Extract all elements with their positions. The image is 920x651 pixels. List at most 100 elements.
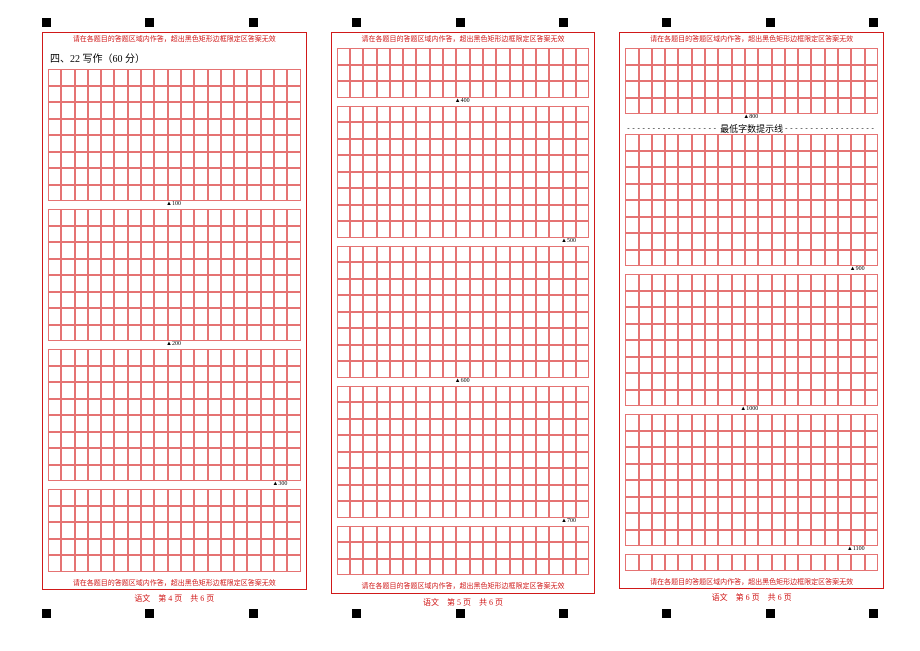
grid-row [337, 452, 590, 469]
grid-cell [825, 554, 838, 571]
grid-row [337, 48, 590, 65]
grid-row [48, 382, 301, 399]
grid-cell [114, 539, 127, 556]
grid-cell [745, 431, 758, 448]
reg-mark [869, 18, 878, 27]
grid-cell [758, 480, 771, 497]
grid-cell [363, 221, 376, 238]
grid-cell [416, 188, 429, 205]
grid-row [48, 465, 301, 482]
grid-cell [221, 366, 234, 383]
grid-cell [536, 48, 549, 65]
grid-cell [510, 205, 523, 222]
grid-cell [48, 399, 61, 416]
grid-cell [772, 373, 785, 390]
grid-cell [154, 185, 167, 202]
grid-cell [510, 435, 523, 452]
grid-cell [101, 185, 114, 202]
grid-cell [61, 539, 74, 556]
grid-cell [234, 448, 247, 465]
grid-cell [168, 86, 181, 103]
grid-cell [261, 69, 274, 86]
grid-cell [75, 168, 88, 185]
grid-cell [825, 48, 838, 65]
grid-cell [652, 390, 665, 407]
grid-cell [287, 489, 300, 506]
grid-cell [705, 250, 718, 267]
grid-cell [430, 386, 443, 403]
grid-cell [523, 345, 536, 362]
grid-row [337, 542, 590, 559]
grid-cell [563, 48, 576, 65]
grid-cell [61, 366, 74, 383]
grid-cell [416, 435, 429, 452]
grid-cell [261, 185, 274, 202]
grid-cell [652, 274, 665, 291]
grid-cell [851, 200, 864, 217]
grid-cell [785, 217, 798, 234]
grid-cell [194, 506, 207, 523]
grid-row [48, 448, 301, 465]
grid-cell [678, 250, 691, 267]
grid-cell [390, 312, 403, 329]
grid-cell [625, 357, 638, 374]
grid-cell [785, 324, 798, 341]
grid-cell [390, 81, 403, 98]
grid-cell [48, 86, 61, 103]
grid-cell [75, 185, 88, 202]
grid-cell [705, 98, 718, 115]
grid-cell [114, 399, 127, 416]
grid-cell [350, 106, 363, 123]
marker-row: ▲800 [625, 114, 878, 122]
grid-cell [639, 48, 652, 65]
grid-row [625, 464, 878, 481]
grid-cell [523, 419, 536, 436]
grid-cell [496, 48, 509, 65]
grid-cell [838, 447, 851, 464]
count-marker: ▲100 [166, 201, 181, 207]
grid-cell [625, 98, 638, 115]
grid-cell [168, 349, 181, 366]
grid-cell [430, 559, 443, 576]
grid-cell [718, 291, 731, 308]
page-container: 请在各题目的答题区域内作答，超出黑色矩形边框限定区答案无效四、22 写作（60 … [0, 0, 920, 608]
grid-cell [274, 135, 287, 152]
grid-cell [523, 501, 536, 518]
grid-cell [456, 435, 469, 452]
grid-cell [718, 513, 731, 530]
grid-cell [377, 139, 390, 156]
grid-cell [692, 167, 705, 184]
grid-row [337, 65, 590, 82]
grid-cell [168, 135, 181, 152]
grid-cell [625, 81, 638, 98]
grid-cell [865, 233, 878, 250]
grid-row [48, 69, 301, 86]
grid-cell [88, 102, 101, 119]
grid-cell [430, 402, 443, 419]
grid-cell [337, 435, 350, 452]
grid-cell [274, 292, 287, 309]
grid-cell [208, 382, 221, 399]
grid-cell [523, 205, 536, 222]
dash-right: - - - - - - - - - - - - - - - - - - - - [785, 124, 876, 132]
grid-cell [221, 168, 234, 185]
grid-cell [261, 539, 274, 556]
grid-cell [274, 259, 287, 276]
grid-cell [114, 69, 127, 86]
grid-cell [261, 366, 274, 383]
grid-cell [221, 119, 234, 136]
grid-cell [221, 69, 234, 86]
grid-cell [639, 200, 652, 217]
grid-cell [168, 69, 181, 86]
grid-cell [141, 259, 154, 276]
grid-cell [625, 291, 638, 308]
grid-cell [772, 497, 785, 514]
grid-cell [732, 373, 745, 390]
grid-cell [377, 328, 390, 345]
grid-cell [181, 275, 194, 292]
grid-cell [208, 399, 221, 416]
grid-cell [785, 291, 798, 308]
grid-cell [483, 452, 496, 469]
grid-cell [234, 489, 247, 506]
count-marker: ▲200 [166, 341, 181, 347]
